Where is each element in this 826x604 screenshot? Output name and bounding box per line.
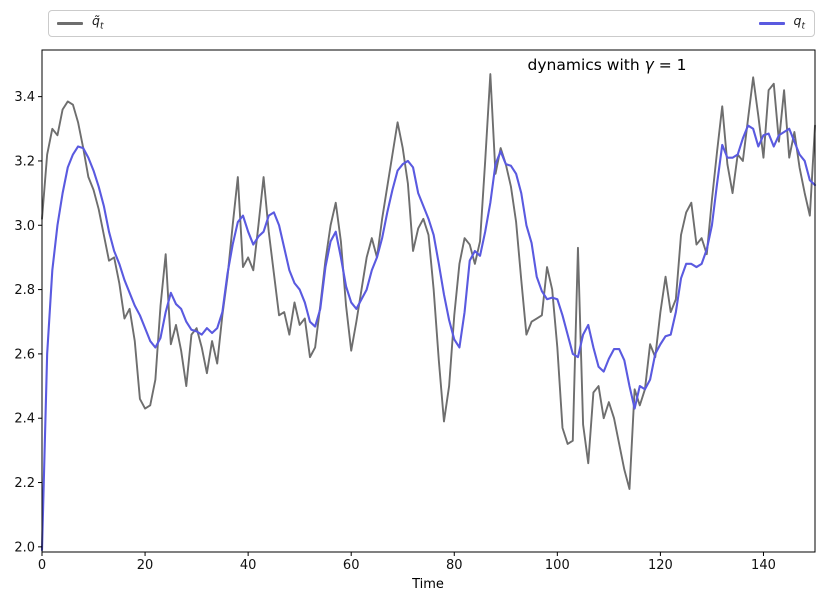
plot-area (42, 50, 815, 552)
x-tick-label: 120 (648, 558, 673, 573)
x-tick-label: 20 (137, 558, 154, 573)
x-tick-label: 60 (343, 558, 360, 573)
legend-label-q-base: q (793, 13, 802, 29)
y-tick-label: 2.2 (14, 476, 35, 491)
legend-box: q̃t qt (48, 10, 815, 37)
qtilde-line-swatch (57, 22, 83, 25)
x-tick-label: 80 (446, 558, 463, 573)
legend-label-qtilde-base: q̃ (92, 13, 100, 29)
legend-label-qtilde: q̃t (92, 15, 103, 32)
q-line-swatch (758, 22, 785, 25)
y-tick-label: 2.6 (14, 347, 35, 362)
qtilde-series-line (41, 73, 816, 490)
axes-spines (41, 49, 816, 553)
x-tick-label: 100 (545, 558, 570, 573)
y-tick-label: 2.8 (14, 283, 35, 298)
x-tick-label: 0 (38, 558, 46, 573)
y-tick-label: 3.2 (14, 154, 35, 169)
x-axis-label: Time (412, 577, 444, 592)
y-tick-label: 2.4 (14, 412, 35, 427)
q-series-line (40, 124, 817, 552)
plot-annotation: dynamics with γ = 1 (528, 56, 687, 74)
legend-label-q-sub: t (801, 21, 805, 32)
y-tick-label: 3.4 (14, 90, 35, 105)
legend-entry-q: qt (758, 15, 805, 32)
x-tick-label: 140 (751, 558, 776, 573)
gamma-symbol: γ (644, 56, 654, 74)
legend-label-qtilde-sub: t (99, 21, 104, 32)
x-tick-label: 40 (240, 558, 257, 573)
annotation-prefix: dynamics with (527, 56, 645, 74)
legend-label-q: qt (794, 15, 805, 32)
y-tick-label: 2.0 (14, 540, 35, 555)
annotation-suffix: = 1 (653, 56, 687, 74)
legend-entry-qtilde: q̃t (57, 15, 103, 32)
y-tick-label: 3.0 (14, 219, 35, 234)
